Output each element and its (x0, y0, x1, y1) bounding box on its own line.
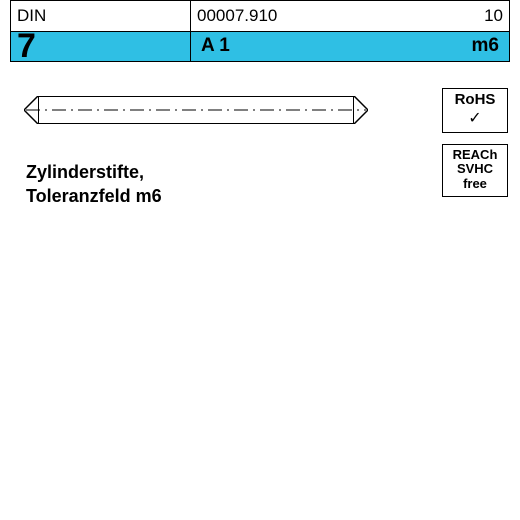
tolerance-code: m6 (472, 35, 499, 61)
reach-badge: REACh SVHC free (442, 144, 508, 197)
standard-label: DIN (11, 1, 191, 31)
revision-number: 10 (484, 6, 503, 31)
reach-line3: free (443, 177, 507, 191)
reach-line1: REACh (443, 148, 507, 162)
product-description: Zylinderstifte, Toleranzfeld m6 (26, 160, 162, 209)
check-icon: ✓ (443, 111, 507, 127)
material-code: A 1 (201, 35, 230, 61)
reach-line2: SVHC (443, 162, 507, 176)
pin-diagram (26, 88, 366, 132)
desc-line2: Toleranzfeld m6 (26, 184, 162, 208)
din-number: 7 (11, 32, 191, 61)
rohs-badge: RoHS ✓ (442, 88, 508, 133)
rohs-label: RoHS (443, 92, 507, 109)
product-code: 00007.910 (197, 6, 277, 31)
desc-line1: Zylinderstifte, (26, 160, 162, 184)
pin-centerline (26, 109, 366, 111)
